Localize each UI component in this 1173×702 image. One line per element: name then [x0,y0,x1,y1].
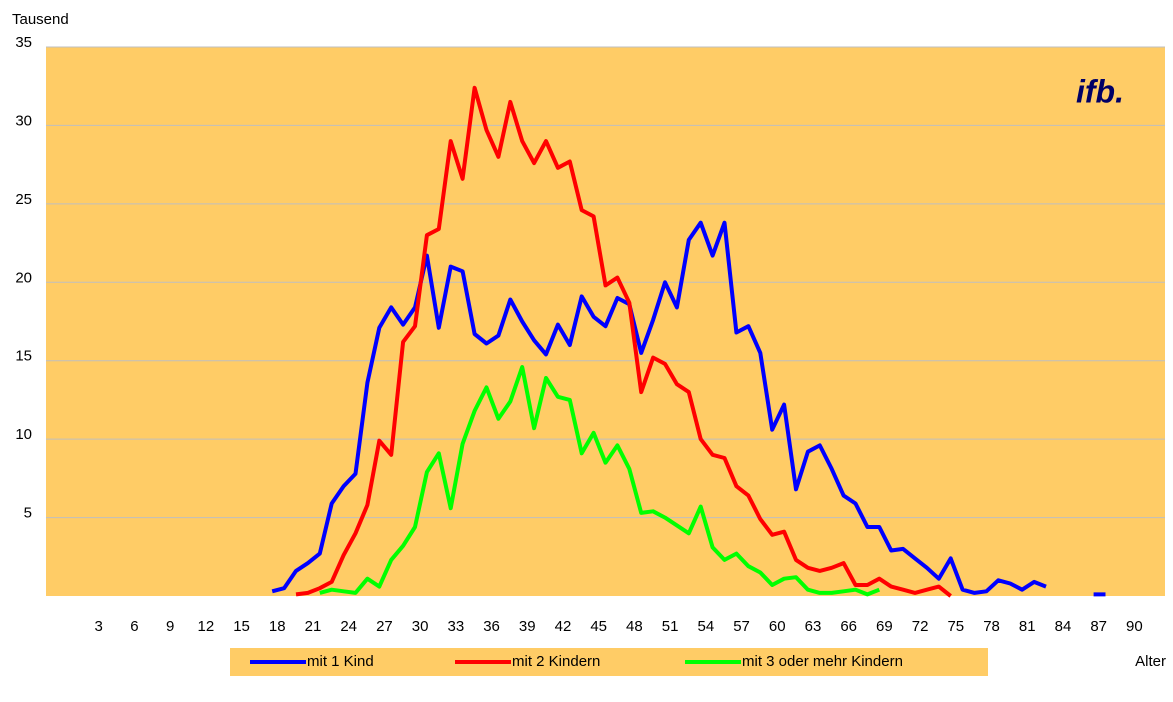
y-axis-label: Tausend [12,11,69,28]
x-tick-label: 57 [733,618,750,635]
x-tick-label: 39 [519,618,536,635]
data-line [295,85,952,598]
x-tick-label: 45 [590,618,607,635]
data-line [319,365,881,597]
x-tick-label: 33 [447,618,464,635]
y-tick-label: 30 [15,112,32,129]
x-tick-label: 30 [412,618,429,635]
x-tick-label: 42 [555,618,572,635]
legend-label: mit 1 Kind [307,653,374,670]
x-tick-label: 78 [983,618,1000,635]
legend-label: mit 2 Kindern [512,653,600,670]
y-tick-label: 15 [15,348,32,365]
x-tick-label: 36 [483,618,500,635]
x-tick-label: 72 [912,618,929,635]
x-tick-label: 12 [198,618,215,635]
x-tick-label: 75 [947,618,964,635]
x-tick-label: 81 [1019,618,1036,635]
x-tick-label: 48 [626,618,643,635]
x-tick-label: 18 [269,618,286,635]
x-tick-label: 54 [697,618,714,635]
x-tick-label: 21 [305,618,322,635]
y-tick-label: 35 [15,34,32,51]
x-tick-label: 24 [340,618,357,635]
x-tick-label: 63 [805,618,822,635]
x-tick-label: 69 [876,618,893,635]
x-tick-label: 60 [769,618,786,635]
logo: ifb. [1076,73,1124,109]
legend-box [230,648,988,676]
x-tick-label: 87 [1090,618,1107,635]
x-tick-label: 90 [1126,618,1143,635]
y-tick-label: 5 [24,505,32,522]
x-tick-label: 84 [1055,618,1072,635]
y-tick-label: 10 [15,426,32,443]
x-tick-label: 27 [376,618,393,635]
x-tick-label: 51 [662,618,679,635]
x-tick-label: 9 [166,618,174,635]
x-tick-label: 3 [95,618,103,635]
x-tick-label: 6 [130,618,138,635]
x-tick-label: 66 [840,618,857,635]
legend-label: mit 3 oder mehr Kindern [742,653,903,670]
data-line [271,220,1106,597]
y-tick-label: 20 [15,269,32,286]
y-tick-label: 25 [15,191,32,208]
x-axis-label: Alter [1135,653,1166,670]
x-tick-label: 15 [233,618,250,635]
